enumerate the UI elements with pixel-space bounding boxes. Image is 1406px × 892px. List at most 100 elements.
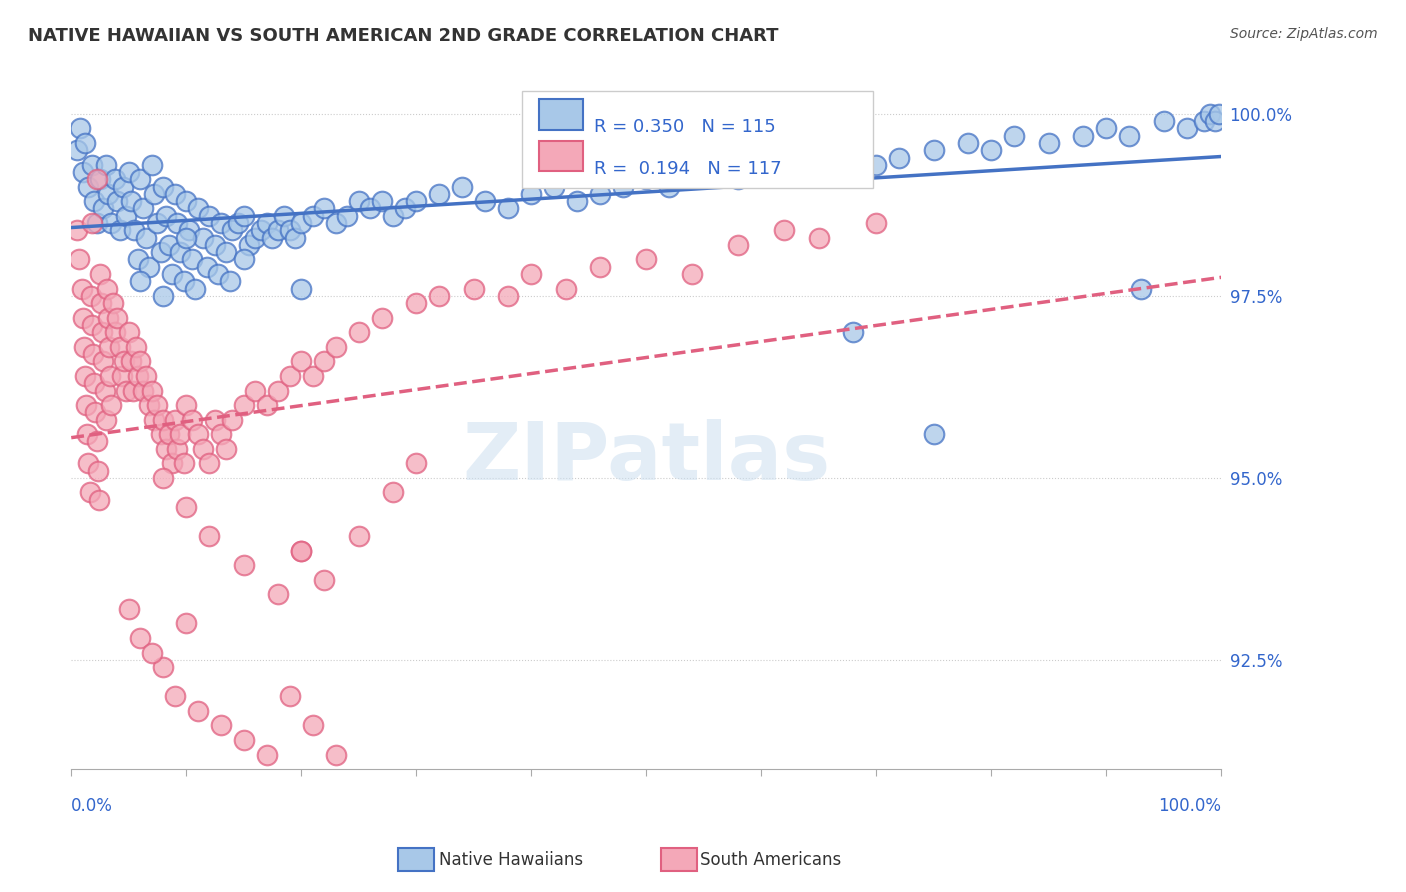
Text: NATIVE HAWAIIAN VS SOUTH AMERICAN 2ND GRADE CORRELATION CHART: NATIVE HAWAIIAN VS SOUTH AMERICAN 2ND GR… [28,27,779,45]
Point [325,216,347,230]
Point [173,456,195,470]
Point [842,325,865,339]
Point [567,194,589,209]
Point [290,354,312,368]
FancyBboxPatch shape [522,91,873,188]
Point [226,216,249,230]
Point [382,209,405,223]
Point [143,412,166,426]
FancyBboxPatch shape [540,99,583,129]
Point [219,274,242,288]
Point [127,368,149,383]
Point [807,158,830,172]
Point [87,492,110,507]
Point [174,398,197,412]
Point [73,340,96,354]
Point [865,158,887,172]
Point [184,282,207,296]
Point [86,434,108,449]
Point [612,179,634,194]
Point [1095,121,1118,136]
Point [138,260,160,274]
Point [166,216,188,230]
Point [149,245,172,260]
Point [187,202,209,216]
Point [97,310,120,325]
Point [290,282,312,296]
Point [80,158,103,172]
Point [232,209,254,223]
Point [89,267,111,281]
Point [1153,114,1175,128]
Point [290,543,312,558]
Point [80,289,103,303]
Point [889,151,911,165]
Point [336,209,359,223]
Point [1129,282,1152,296]
Point [773,223,796,237]
Point [141,384,163,398]
Point [90,296,112,310]
Point [1175,121,1198,136]
Point [101,296,124,310]
Point [842,151,865,165]
Point [115,209,138,223]
Point [93,202,115,216]
Point [347,194,370,209]
Point [371,194,394,209]
Point [135,230,157,244]
Point [278,368,301,383]
FancyBboxPatch shape [540,141,583,171]
Point [155,442,177,456]
Point [149,427,172,442]
Point [173,274,195,288]
Point [162,267,184,281]
Point [474,194,496,209]
FancyBboxPatch shape [398,848,434,871]
Point [256,747,278,762]
Point [543,179,565,194]
Point [922,143,945,157]
Point [204,238,226,252]
Point [79,485,101,500]
Point [66,143,89,157]
Point [72,165,94,179]
Point [162,456,184,470]
Point [187,427,209,442]
Text: ZIPatlas: ZIPatlas [463,419,831,497]
Point [301,368,323,383]
Point [67,252,90,267]
Point [80,318,103,332]
Point [152,289,174,303]
Point [93,384,115,398]
Point [80,216,103,230]
Point [267,587,290,601]
Point [131,202,153,216]
Point [785,165,807,179]
Point [108,223,131,237]
Point [290,216,312,230]
Point [636,172,658,186]
Point [1071,128,1094,143]
Point [118,325,141,339]
Point [807,230,830,244]
Point [1002,128,1025,143]
Point [169,245,191,260]
Point [693,165,716,179]
Point [273,209,295,223]
Point [589,186,612,201]
Point [221,412,243,426]
Point [86,216,108,230]
Point [143,186,166,201]
Point [66,223,89,237]
Point [325,340,347,354]
Point [83,376,105,391]
Point [1118,128,1140,143]
Point [232,252,254,267]
Point [238,238,260,252]
Point [124,340,146,354]
Point [198,209,221,223]
Point [394,202,416,216]
Text: 0.0%: 0.0% [72,797,112,814]
Point [94,158,117,172]
